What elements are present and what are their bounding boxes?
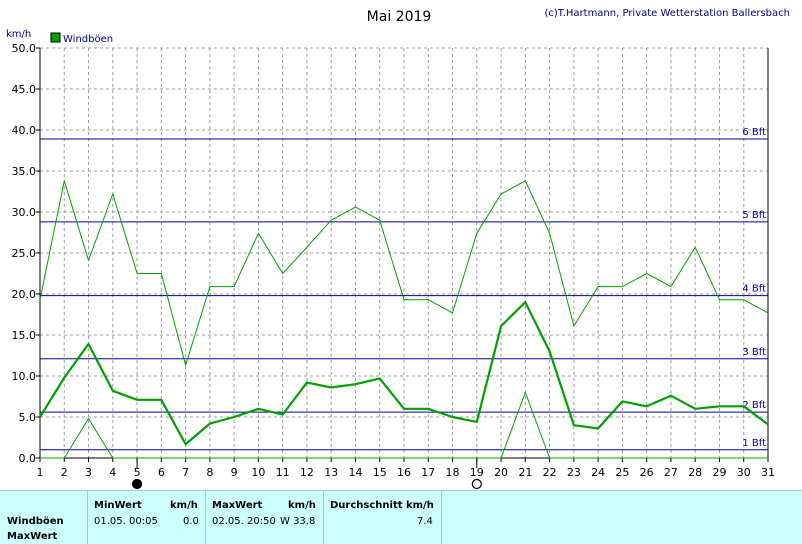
min-value: 0.0 — [183, 516, 199, 527]
x-tick-label: 14 — [348, 466, 362, 479]
x-tick-label: 13 — [324, 466, 338, 479]
y-tick-label: 35.0 — [12, 165, 37, 178]
max-datetime: 02.05. 20:50 — [212, 516, 276, 527]
beaufort-label: 3 Bft — [742, 347, 766, 358]
avg-header: Durchschnitt km/h — [330, 500, 434, 511]
y-tick-label: 25.0 — [12, 247, 37, 260]
x-tick-label: 11 — [276, 466, 290, 479]
stats-row-label-maxwert: MaxWert — [7, 531, 58, 542]
beaufort-label: 5 Bft — [742, 210, 766, 221]
beaufort-label: 2 Bft — [742, 400, 766, 411]
y-tick-label: 30.0 — [12, 206, 37, 219]
x-tick-label: 31 — [761, 466, 775, 479]
x-tick-label: 8 — [206, 466, 213, 479]
min-unit: km/h — [170, 500, 198, 511]
min-header: MinWert — [94, 500, 142, 511]
x-tick-label: 20 — [494, 466, 508, 479]
legend-swatch — [50, 32, 61, 43]
y-tick-label: 20.0 — [12, 288, 37, 301]
x-tick-label: 6 — [158, 466, 165, 479]
y-tick-label: 15.0 — [12, 329, 37, 342]
x-tick-label: 12 — [300, 466, 314, 479]
credit-text: (c)T.Hartmann, Private Wetterstation Bal… — [544, 8, 790, 19]
x-tick-label: 5 — [134, 466, 141, 479]
x-tick-label: 21 — [518, 466, 532, 479]
x-tick-label: 29 — [712, 466, 726, 479]
beaufort-label: 1 Bft — [742, 438, 766, 449]
beaufort-label: 4 Bft — [742, 284, 766, 295]
x-tick-label: 9 — [231, 466, 238, 479]
y-tick-label: 40.0 — [12, 124, 37, 137]
y-tick-label: 45.0 — [12, 83, 37, 96]
stats-divider — [87, 491, 88, 544]
x-tick-label: 3 — [85, 466, 92, 479]
series-line-min — [40, 391, 768, 459]
x-tick-label: 24 — [591, 466, 605, 479]
x-tick-label: 15 — [373, 466, 387, 479]
x-tick-label: 27 — [664, 466, 678, 479]
plot-area: 1 2 3 4 5 6 7 8 9 10 11 12 13 14 15 16 17 18 19 20 21 22 23 24 2… — [12, 42, 775, 490]
series-line-average — [39, 301, 769, 446]
x-tick-label: 30 — [737, 466, 751, 479]
stats-divider — [441, 491, 442, 544]
max-value: W 33.8 — [280, 516, 316, 527]
x-tick-label: 17 — [421, 466, 435, 479]
x-tick-label: 23 — [567, 466, 581, 479]
y-unit-label: km/h — [6, 29, 31, 40]
stats-row-label-windboeen: Windböen — [7, 516, 64, 527]
x-tick-label: 19 — [470, 466, 484, 479]
x-tick-label: 16 — [397, 466, 411, 479]
x-tick-label: 10 — [251, 466, 265, 479]
x-tick-label: 7 — [182, 466, 189, 479]
x-tick-label: 4 — [109, 466, 116, 479]
x-tick-label: 26 — [640, 466, 654, 479]
wind-chart: Mai 2019 (c)T.Hartmann, Private Wetterst… — [6, 8, 790, 490]
x-tick-label: 2 — [61, 466, 68, 479]
stats-divider — [205, 491, 206, 544]
y-tick-label: 5.0 — [19, 411, 37, 424]
full-moon-icon — [471, 478, 482, 490]
avg-value: 7.4 — [417, 516, 433, 527]
max-unit: km/h — [288, 500, 316, 511]
y-tick-label: 10.0 — [12, 370, 37, 383]
min-datetime: 01.05. 00:05 — [94, 516, 158, 527]
max-header: MaxWert — [212, 500, 263, 511]
x-tick-label: 18 — [446, 466, 460, 479]
chart-title: Mai 2019 — [367, 9, 432, 25]
x-tick-label: 1 — [37, 466, 44, 479]
stats-divider — [323, 491, 324, 544]
x-tick-label: 22 — [543, 466, 557, 479]
stats-panel: Windböen MaxWert MinWert km/h 01.05. 00:… — [0, 490, 802, 544]
x-tick-label: 25 — [615, 466, 629, 479]
x-tick-label: 28 — [688, 466, 702, 479]
y-tick-label: 50.0 — [12, 42, 37, 55]
new-moon-icon — [131, 478, 143, 490]
y-tick-label: 0.0 — [19, 452, 37, 465]
beaufort-label: 6 Bft — [742, 127, 766, 138]
legend-label: Windböen — [63, 34, 113, 45]
series-line-max — [39, 180, 769, 366]
